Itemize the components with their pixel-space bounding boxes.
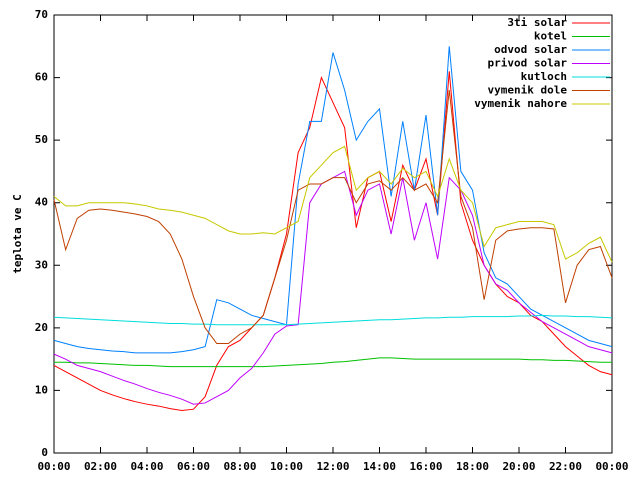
- legend-label: odvod solar: [494, 43, 567, 56]
- x-tick-label: 12:00: [316, 460, 349, 473]
- y-tick-label: 10: [35, 383, 48, 396]
- legend-label: kotel: [534, 30, 567, 43]
- series-line: [54, 357, 612, 368]
- y-tick-label: 70: [35, 8, 48, 21]
- x-tick-label: 00:00: [595, 460, 628, 473]
- x-tick-label: 10:00: [270, 460, 303, 473]
- series-line: [53, 90, 613, 344]
- x-tick-label: 00:00: [37, 460, 70, 473]
- legend-label: 3ti solar: [507, 16, 567, 29]
- x-tick-label: 08:00: [223, 460, 256, 473]
- y-tick-label: 60: [35, 71, 48, 84]
- legend-label: privod solar: [488, 57, 568, 70]
- legend-label: vymenik dole: [488, 84, 568, 97]
- y-tick-label: 50: [35, 133, 48, 146]
- x-tick-label: 06:00: [177, 460, 210, 473]
- legend-label: kutloch: [521, 70, 567, 83]
- y-tick-label: 0: [41, 446, 48, 459]
- x-tick-label: 16:00: [409, 460, 442, 473]
- series-line: [53, 46, 613, 354]
- y-tick-label: 30: [35, 258, 48, 271]
- y-tick-label: 40: [35, 196, 48, 209]
- x-tick-label: 14:00: [363, 460, 396, 473]
- series-line: [53, 145, 613, 263]
- series-line: [53, 170, 613, 405]
- y-axis-label: teplota ve C: [11, 194, 24, 273]
- y-tick-label: 20: [35, 321, 48, 334]
- x-tick-label: 04:00: [130, 460, 163, 473]
- x-tick-label: 22:00: [549, 460, 582, 473]
- x-tick-label: 18:00: [456, 460, 489, 473]
- legend-label: vymenik nahore: [474, 97, 567, 110]
- x-tick-label: 02:00: [84, 460, 117, 473]
- x-tick-label: 20:00: [502, 460, 535, 473]
- series-line: [53, 314, 613, 326]
